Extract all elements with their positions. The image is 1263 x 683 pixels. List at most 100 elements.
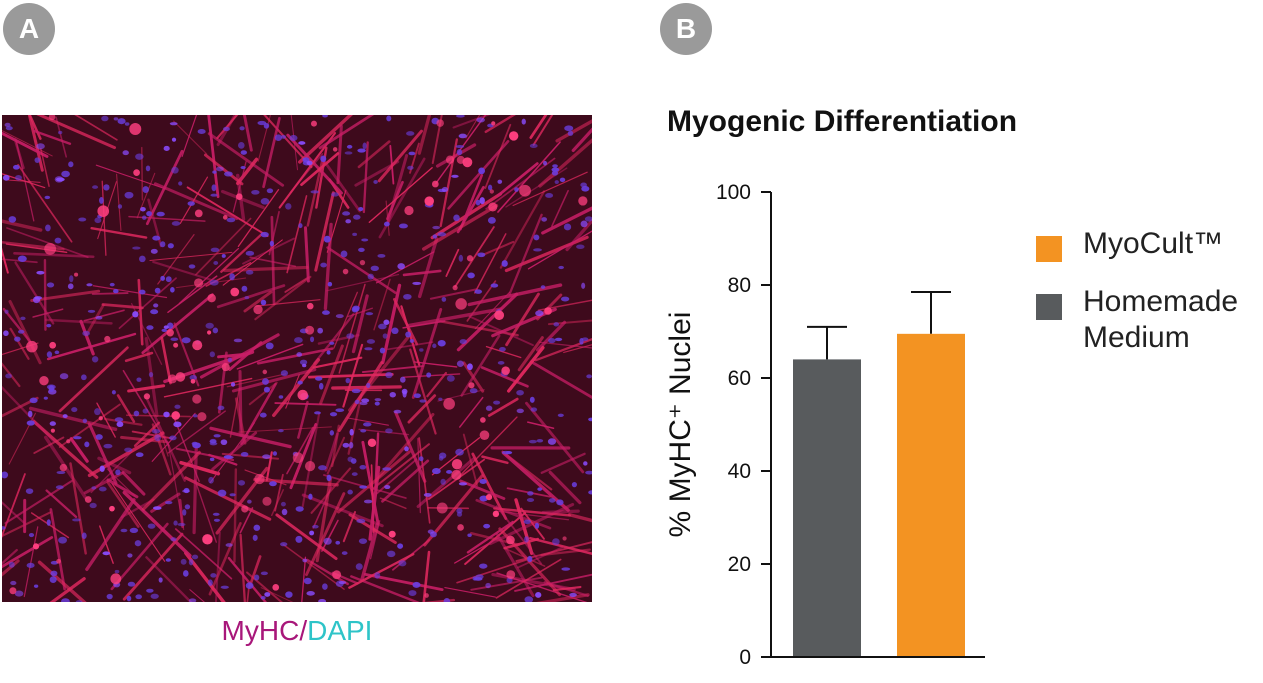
nucleus-dot [252, 534, 258, 541]
nucleus-dot [580, 220, 588, 228]
nucleus-dot [526, 498, 535, 503]
nucleus-dot [443, 597, 451, 602]
nucleus-dot [285, 591, 293, 598]
nucleus-dot [533, 248, 542, 252]
y-tick-label-60: 60 [728, 367, 751, 390]
nucleus-dot [43, 396, 48, 400]
myotube-fiber [300, 152, 340, 187]
nucleus-dot [260, 198, 270, 205]
nucleus-dot [382, 333, 388, 339]
nucleus-dot [260, 299, 267, 306]
nucleus-dot [154, 434, 161, 442]
nucleus-dot [347, 489, 353, 495]
nucleus-dot [548, 498, 556, 503]
myotube-fiber [514, 573, 592, 592]
nucleus-dot [160, 275, 165, 281]
nucleus-dot [366, 339, 376, 344]
nucleus-dot [226, 217, 236, 223]
myotube-fiber [393, 297, 419, 346]
cell-body [451, 458, 463, 470]
panel-a-badge: A [3, 3, 55, 55]
cell-body [254, 473, 265, 485]
myotube-fiber [456, 292, 519, 352]
myotube-fiber [403, 373, 461, 378]
cell-body [129, 122, 142, 135]
cell-body [49, 341, 57, 349]
nucleus-dot [341, 551, 348, 555]
cell-body [167, 374, 177, 384]
cell-body [222, 215, 228, 220]
nucleus-dot [239, 126, 245, 131]
cell-body [230, 287, 240, 297]
nucleus-dot [116, 421, 124, 428]
myotube-fiber [520, 507, 545, 540]
myotube-fiber [538, 138, 592, 188]
cell-body [494, 310, 505, 321]
nucleus-dot [327, 281, 333, 287]
nucleus-dot [545, 193, 554, 198]
cell-body [48, 115, 56, 121]
nucleus-dot [216, 166, 224, 172]
myotube-fiber [468, 315, 534, 347]
myotube-fiber [229, 387, 241, 438]
myotube-fiber [13, 251, 95, 259]
myotube-fiber [422, 550, 431, 602]
nucleus-dot [551, 170, 559, 176]
nucleus-dot [178, 181, 183, 186]
nucleus-dot [87, 309, 96, 313]
nucleus-dot [437, 339, 446, 347]
nucleus-dot [326, 474, 332, 482]
micrograph-caption: MyHC/DAPI [2, 615, 592, 647]
myotube-fiber [179, 176, 209, 224]
nucleus-dot [113, 117, 119, 121]
myotube-fiber [111, 482, 166, 562]
myotube-fiber [481, 455, 509, 465]
nucleus-dot [71, 407, 78, 413]
myotube-fiber [2, 307, 31, 343]
cell-body [359, 259, 366, 266]
nucleus-dot [580, 182, 587, 188]
cell-body [110, 573, 122, 585]
nucleus-dot [398, 223, 408, 229]
cell-body [492, 510, 500, 518]
nucleus-dot [289, 134, 298, 142]
myotube-fiber [214, 531, 221, 602]
nucleus-dot [272, 451, 278, 456]
myotube-fiber [2, 342, 39, 356]
nucleus-dot [209, 351, 215, 358]
nucleus-dot [407, 165, 414, 170]
cell-body [207, 293, 216, 303]
myotube-fiber [310, 467, 352, 514]
myotube-fiber [289, 423, 318, 490]
nucleus-dot [314, 411, 321, 415]
myotube-fiber [357, 140, 391, 169]
nucleus-dot [237, 480, 246, 486]
cell-body [431, 180, 439, 188]
nucleus-dot [245, 582, 254, 590]
nucleus-dot [559, 177, 566, 183]
nucleus-dot [529, 143, 538, 149]
nucleus-dot [385, 371, 393, 379]
myotube-fiber [87, 422, 118, 485]
nucleus-dot [208, 476, 214, 484]
nucleus-dot [265, 342, 274, 350]
myotube-fiber [238, 369, 243, 437]
nucleus-dot [10, 580, 17, 586]
nucleus-dot [164, 500, 173, 505]
nucleus-dot [95, 315, 103, 320]
nucleus-dot [251, 189, 260, 195]
nucleus-dot [223, 126, 230, 132]
myotube-fiber [9, 327, 30, 360]
cell-body [143, 393, 151, 400]
myotube-fiber [5, 243, 68, 254]
cell-body [44, 242, 57, 255]
nucleus-dot [280, 501, 286, 507]
myotube-fiber [2, 362, 21, 388]
myotube-fiber [466, 520, 514, 554]
myotube-fiber [326, 246, 397, 295]
myotube-fiber [541, 509, 580, 515]
nucleus-dot [298, 223, 303, 229]
cell-body [194, 278, 204, 288]
nucleus-dot [263, 386, 270, 393]
myotube-fiber [44, 318, 113, 325]
